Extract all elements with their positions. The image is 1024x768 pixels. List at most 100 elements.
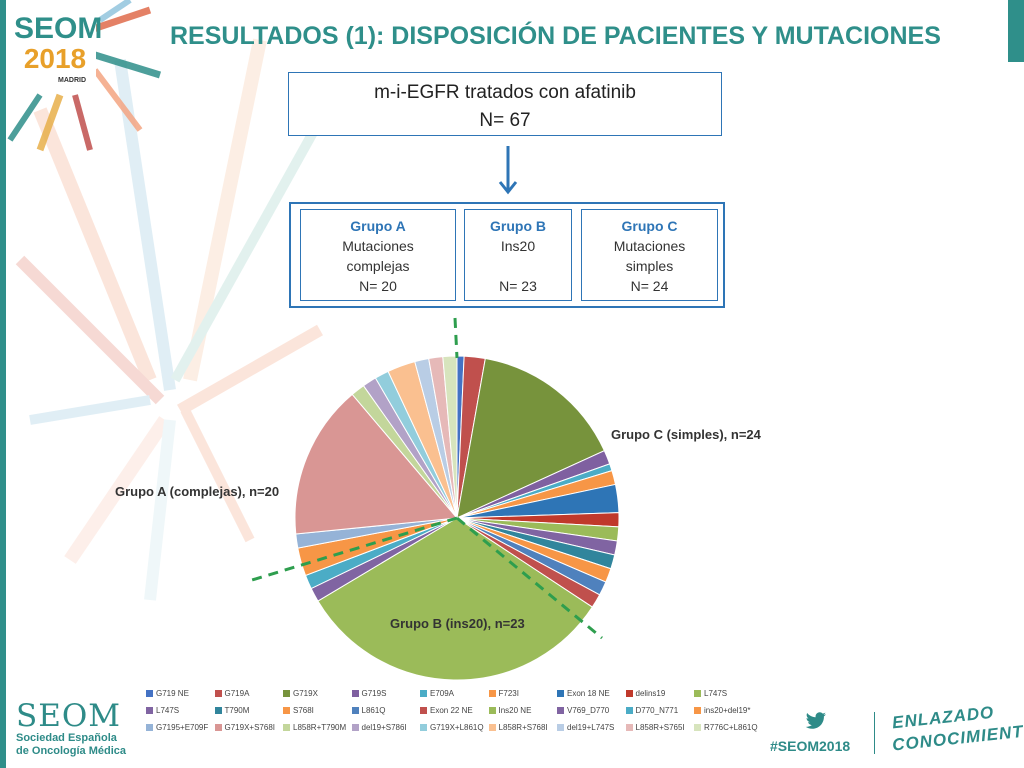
- seom-2018-logo: SEOM 2018 MADRID: [14, 3, 103, 89]
- legend-label: G719S: [361, 689, 387, 698]
- legend-swatch: [351, 724, 359, 731]
- arrow-down-icon: [498, 146, 518, 195]
- legend-label: L747S: [156, 706, 180, 715]
- group-b-box: Grupo B Ins20 N= 23: [464, 209, 572, 301]
- legend-swatch: [488, 690, 496, 697]
- legend-swatch: [488, 724, 496, 731]
- legend-swatch: [351, 690, 359, 697]
- legend-label: V769_D770: [567, 706, 610, 715]
- legend-item: L747S: [146, 706, 179, 718]
- legend-swatch: [694, 690, 701, 697]
- legend-item: G719S: [351, 689, 387, 701]
- cohort-label: m-i-EGFR tratados con afatinib: [374, 82, 636, 103]
- legend-item: G719 NE: [146, 689, 189, 701]
- legend-swatch: [625, 724, 633, 731]
- legend-label: del19+L747S: [567, 723, 615, 732]
- seom-footer-line2: de Oncología Médica: [16, 745, 127, 757]
- pie-slice-14: [317, 517, 594, 681]
- left-accent-bar: [0, 0, 6, 768]
- legend-item: T790M: [214, 706, 249, 718]
- legend-swatch: [694, 707, 701, 714]
- legend-item: E709A: [420, 689, 454, 701]
- legend-label: L858R+S765I: [635, 723, 685, 732]
- legend-item: D770_N771: [625, 706, 679, 718]
- legend-swatch: [283, 707, 290, 714]
- legend-label: S768I: [293, 706, 314, 715]
- group-c-line1: Mutaciones: [613, 238, 686, 254]
- legend-item: L747S: [694, 689, 727, 701]
- legend-label: G7195+E709F: [156, 723, 209, 732]
- hashtag-text: #SEOM2018: [770, 738, 851, 754]
- legend-swatch: [420, 724, 427, 731]
- pie-slice-19: [294, 393, 458, 535]
- legend-item: L858R+S768I: [488, 723, 548, 735]
- legend-label: G719X: [293, 689, 318, 698]
- group-c-line2: simples: [625, 258, 674, 274]
- legend-item: del19+L747S: [557, 723, 614, 735]
- legend-swatch: [557, 724, 564, 731]
- legend-item: G719A: [214, 689, 250, 701]
- group-b-line1: Ins20: [500, 238, 536, 254]
- legend-label: G719A: [224, 689, 250, 698]
- legend-label: Exon 22 NE: [430, 706, 473, 715]
- group-c-box: Grupo C Mutaciones simples N= 24: [581, 209, 718, 301]
- legend-item: R776C+L861Q: [694, 723, 758, 735]
- group-c-title: Grupo C: [621, 218, 678, 234]
- legend-item: G719X: [283, 689, 318, 701]
- pie-slices: [294, 355, 620, 681]
- logo-seom-text: SEOM: [14, 12, 103, 45]
- legend-swatch: [420, 690, 427, 697]
- legend-swatch: [625, 690, 633, 697]
- legend-item: L861Q: [351, 706, 386, 718]
- group-a-pie-label: Grupo A (complejas), n=20: [115, 484, 279, 499]
- decorative-strokes: [15, 38, 325, 601]
- legend-label: Exon 18 NE: [567, 689, 610, 698]
- legend-swatch: [146, 690, 153, 697]
- divider-right: [456, 516, 603, 640]
- group-b-count: N= 23: [499, 278, 537, 294]
- cohort-box: m-i-EGFR tratados con afatinib N= 67: [288, 72, 722, 136]
- legend-label: L861Q: [361, 706, 386, 715]
- legend-swatch: [283, 690, 290, 697]
- seom-footer-name: SEOM: [16, 698, 122, 734]
- legend-label: Ins20 NE: [498, 706, 532, 715]
- group-dividers: [251, 317, 603, 640]
- legend-item: G719X+S768I: [214, 723, 275, 735]
- legend-item: Ins20 NE: [488, 706, 532, 718]
- legend-label: L858R+S768I: [498, 723, 548, 732]
- logo-city-text: MADRID: [58, 77, 86, 84]
- seom-footer-brand: SEOM Sociedad Española de Oncología Médi…: [16, 700, 126, 758]
- legend-item: V769_D770: [557, 706, 609, 718]
- group-a-box: Grupo A Mutaciones complejas N= 20: [300, 209, 456, 301]
- group-b-title: Grupo B: [490, 218, 546, 234]
- legend-label: E709A: [430, 689, 455, 698]
- legend-item: Exon 22 NE: [420, 706, 473, 718]
- legend-label: L858R+T790M: [293, 723, 347, 732]
- pie-slice-2: [456, 357, 606, 519]
- legend-label: ins20+del19*: [704, 706, 751, 715]
- legend-label: D770_N771: [635, 706, 679, 715]
- group-c-pie-label: Grupo C (simples), n=24: [611, 427, 762, 442]
- legend-swatch: [488, 707, 496, 714]
- legend-swatch: [557, 690, 564, 697]
- legend-swatch: [420, 707, 427, 714]
- legend-item: Exon 18 NE: [557, 689, 610, 701]
- right-accent-bar: [1008, 0, 1024, 62]
- legend-swatch: [146, 707, 153, 714]
- seom-footer-line1: Sociedad Española: [16, 732, 117, 744]
- divider-top: [453, 317, 459, 359]
- legend-item: G7195+E709F: [146, 723, 208, 735]
- legend-label: R776C+L861Q: [704, 723, 758, 732]
- legend-swatch: [625, 707, 633, 714]
- legend-label: G719X+S768I: [224, 723, 275, 732]
- legend-swatch: [351, 707, 359, 714]
- legend-swatch: [557, 707, 564, 714]
- group-a-line1: Mutaciones: [342, 238, 414, 254]
- legend-item: ins20+del19*: [694, 706, 750, 718]
- groups-frame: Grupo A Mutaciones complejas N= 20 Grupo…: [289, 202, 725, 308]
- legend-item: del19+S786I: [351, 723, 407, 735]
- legend-swatch: [214, 690, 222, 697]
- group-b-pie-label: Grupo B (ins20), n=23: [390, 616, 525, 631]
